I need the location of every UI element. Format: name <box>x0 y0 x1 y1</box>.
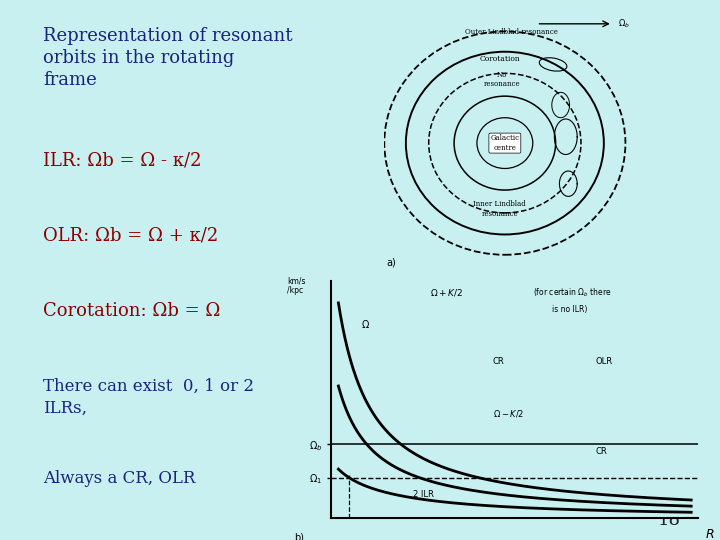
Text: $\Omega_b$: $\Omega_b$ <box>618 18 630 30</box>
Text: CR: CR <box>492 357 505 366</box>
Text: Representation of resonant
orbits in the rotating
frame: Representation of resonant orbits in the… <box>43 27 293 90</box>
Text: There can exist  0, 1 or 2
ILRs,: There can exist 0, 1 or 2 ILRs, <box>43 378 254 417</box>
Text: $\Omega + K/2$: $\Omega + K/2$ <box>431 287 464 298</box>
Text: $\Omega - K/2$: $\Omega - K/2$ <box>492 408 524 420</box>
Text: No
resonance: No resonance <box>484 71 521 88</box>
Text: Outer Lindblad resonance: Outer Lindblad resonance <box>465 28 557 36</box>
Text: km/s
/kpc: km/s /kpc <box>287 276 305 295</box>
Text: Corotation: Corotation <box>480 55 520 63</box>
Text: Always a CR, OLR: Always a CR, OLR <box>43 470 196 487</box>
Text: b): b) <box>294 532 305 540</box>
Text: Corotation: Ωb = Ω: Corotation: Ωb = Ω <box>43 302 220 320</box>
Text: R: R <box>706 528 714 540</box>
Text: is no ILR): is no ILR) <box>552 305 587 314</box>
Text: (for certain $\Omega_b$ there: (for certain $\Omega_b$ there <box>533 286 612 299</box>
Text: $\Omega$: $\Omega$ <box>361 318 369 329</box>
Text: 18: 18 <box>658 511 681 529</box>
Text: OLR: OLR <box>595 357 613 366</box>
Text: CR: CR <box>595 447 608 456</box>
Text: a): a) <box>387 258 397 267</box>
Text: ILR: Ωb = Ω - κ/2: ILR: Ωb = Ω - κ/2 <box>43 151 202 169</box>
Text: 2 ILR: 2 ILR <box>413 490 433 499</box>
Text: OLR: Ωb = Ω + κ/2: OLR: Ωb = Ω + κ/2 <box>43 227 218 245</box>
Text: Inner Lindblad
resonance: Inner Lindblad resonance <box>474 200 526 218</box>
Text: Galactic
centre: Galactic centre <box>490 134 519 152</box>
